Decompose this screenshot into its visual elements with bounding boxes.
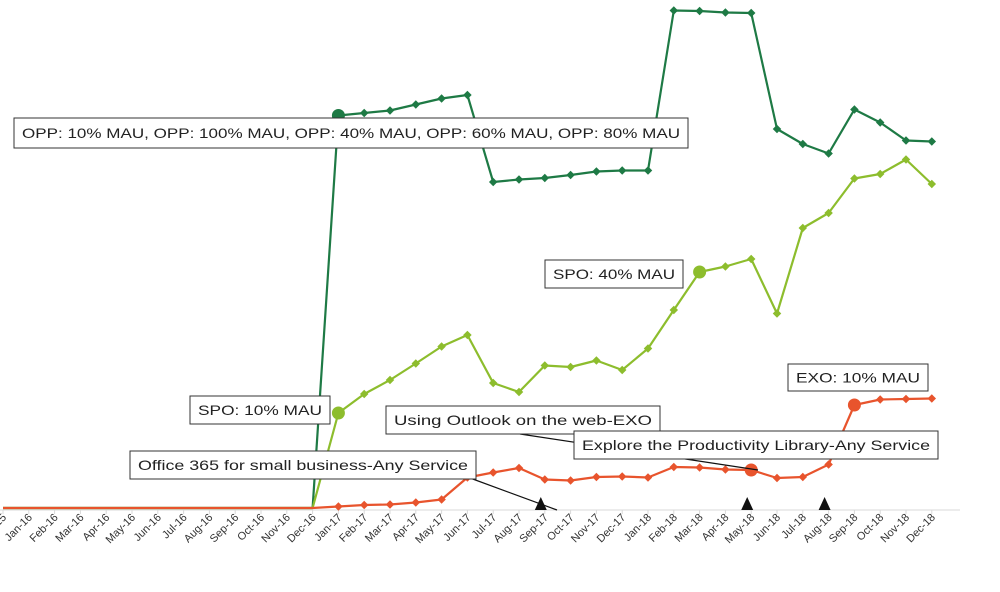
data-point-large	[744, 463, 758, 477]
data-point	[746, 8, 756, 18]
data-point	[721, 8, 730, 17]
data-point	[437, 342, 446, 351]
data-point	[643, 344, 653, 353]
annotation-box	[787, 363, 929, 392]
data-point	[463, 90, 472, 100]
data-point	[617, 472, 627, 481]
data-point	[617, 166, 627, 175]
data-point	[746, 254, 756, 264]
data-point	[875, 395, 885, 404]
annotation-box	[189, 395, 331, 425]
data-point	[566, 362, 575, 372]
data-point	[901, 394, 911, 404]
data-point	[334, 502, 343, 511]
data-point	[617, 365, 627, 375]
data-point-large	[847, 398, 861, 412]
x-tick-label: Mar-16	[53, 512, 86, 545]
event-marker-icon	[818, 497, 831, 510]
x-tick-label: Dec-16	[285, 512, 319, 546]
x-tick-label: Jun-18	[751, 512, 783, 544]
data-point	[669, 6, 679, 15]
data-point	[772, 473, 782, 483]
data-point	[359, 500, 369, 510]
annotation-box	[573, 430, 939, 460]
data-point	[514, 175, 524, 184]
data-point	[437, 94, 446, 103]
data-point	[566, 170, 575, 180]
x-tick-label: Sep-17	[517, 512, 551, 546]
data-point	[927, 137, 937, 146]
data-point	[824, 460, 833, 469]
data-point	[592, 356, 601, 365]
x-tick-label: Mar-17	[363, 512, 396, 545]
x-tick-label: Dec-17	[595, 512, 629, 546]
data-point	[359, 108, 369, 118]
data-point	[643, 473, 653, 482]
annotation-box	[13, 117, 689, 149]
data-point-large	[693, 265, 707, 279]
data-point	[411, 498, 421, 507]
data-point	[385, 375, 395, 385]
data-point	[488, 378, 498, 388]
data-point	[385, 500, 395, 509]
annotation-box	[385, 405, 661, 435]
data-point	[540, 173, 550, 183]
data-point	[488, 468, 498, 477]
data-point	[437, 495, 446, 504]
data-point	[514, 387, 524, 397]
annotation-label: Using Outlook on the web-EXO	[394, 412, 652, 428]
data-point	[411, 359, 421, 368]
data-point	[514, 463, 524, 473]
data-point	[669, 462, 679, 472]
data-point	[798, 472, 808, 482]
annotation-label: Office 365 for small business-Any Servic…	[138, 457, 468, 473]
annotation-label: OPP: 10% MAU, OPP: 100% MAU, OPP: 40% MA…	[22, 125, 680, 141]
data-point	[566, 476, 575, 485]
data-point	[540, 475, 550, 484]
annotation-leader-line	[469, 477, 558, 511]
series-layer	[3, 6, 937, 511]
data-point	[695, 463, 704, 472]
data-point	[592, 472, 601, 482]
x-tick-label: Jun-17	[441, 512, 473, 544]
x-tick-label: Sep-16	[208, 512, 242, 546]
annotation-layer: OPP: 10% MAU, OPP: 100% MAU, OPP: 40% MA…	[13, 117, 939, 511]
data-point	[669, 305, 679, 315]
data-point	[721, 465, 730, 474]
annotation-label: EXO: 10% MAU	[796, 370, 920, 386]
annotation-label: SPO: 10% MAU	[198, 402, 322, 418]
data-point	[592, 167, 601, 176]
data-point	[540, 361, 550, 370]
event-marker-layer	[534, 497, 831, 510]
event-marker-icon	[741, 497, 754, 510]
annotation-box	[129, 450, 477, 480]
data-point	[385, 106, 395, 115]
x-tick-label: Dec-18	[904, 512, 938, 546]
x-tick-label: Jun-16	[132, 512, 164, 544]
data-point	[643, 166, 653, 175]
data-point	[772, 309, 782, 318]
annotation-label: SPO: 40% MAU	[553, 266, 675, 282]
data-point	[488, 177, 498, 187]
x-tick-label: Sep-18	[827, 512, 861, 546]
data-point	[411, 100, 421, 109]
x-tick-layer: Dec-15Jan-16Feb-16Mar-16Apr-16May-16Jun-…	[0, 510, 938, 546]
annotation-label: Explore the Productivity Library-Any Ser…	[582, 437, 930, 453]
data-point	[721, 262, 730, 271]
x-tick-label: Mar-18	[673, 512, 706, 545]
data-point	[695, 6, 704, 16]
annotation-box	[544, 259, 684, 289]
data-point-large	[331, 406, 345, 420]
data-point	[875, 169, 885, 179]
data-point	[463, 330, 472, 340]
data-point	[927, 394, 937, 403]
data-point	[359, 389, 369, 399]
